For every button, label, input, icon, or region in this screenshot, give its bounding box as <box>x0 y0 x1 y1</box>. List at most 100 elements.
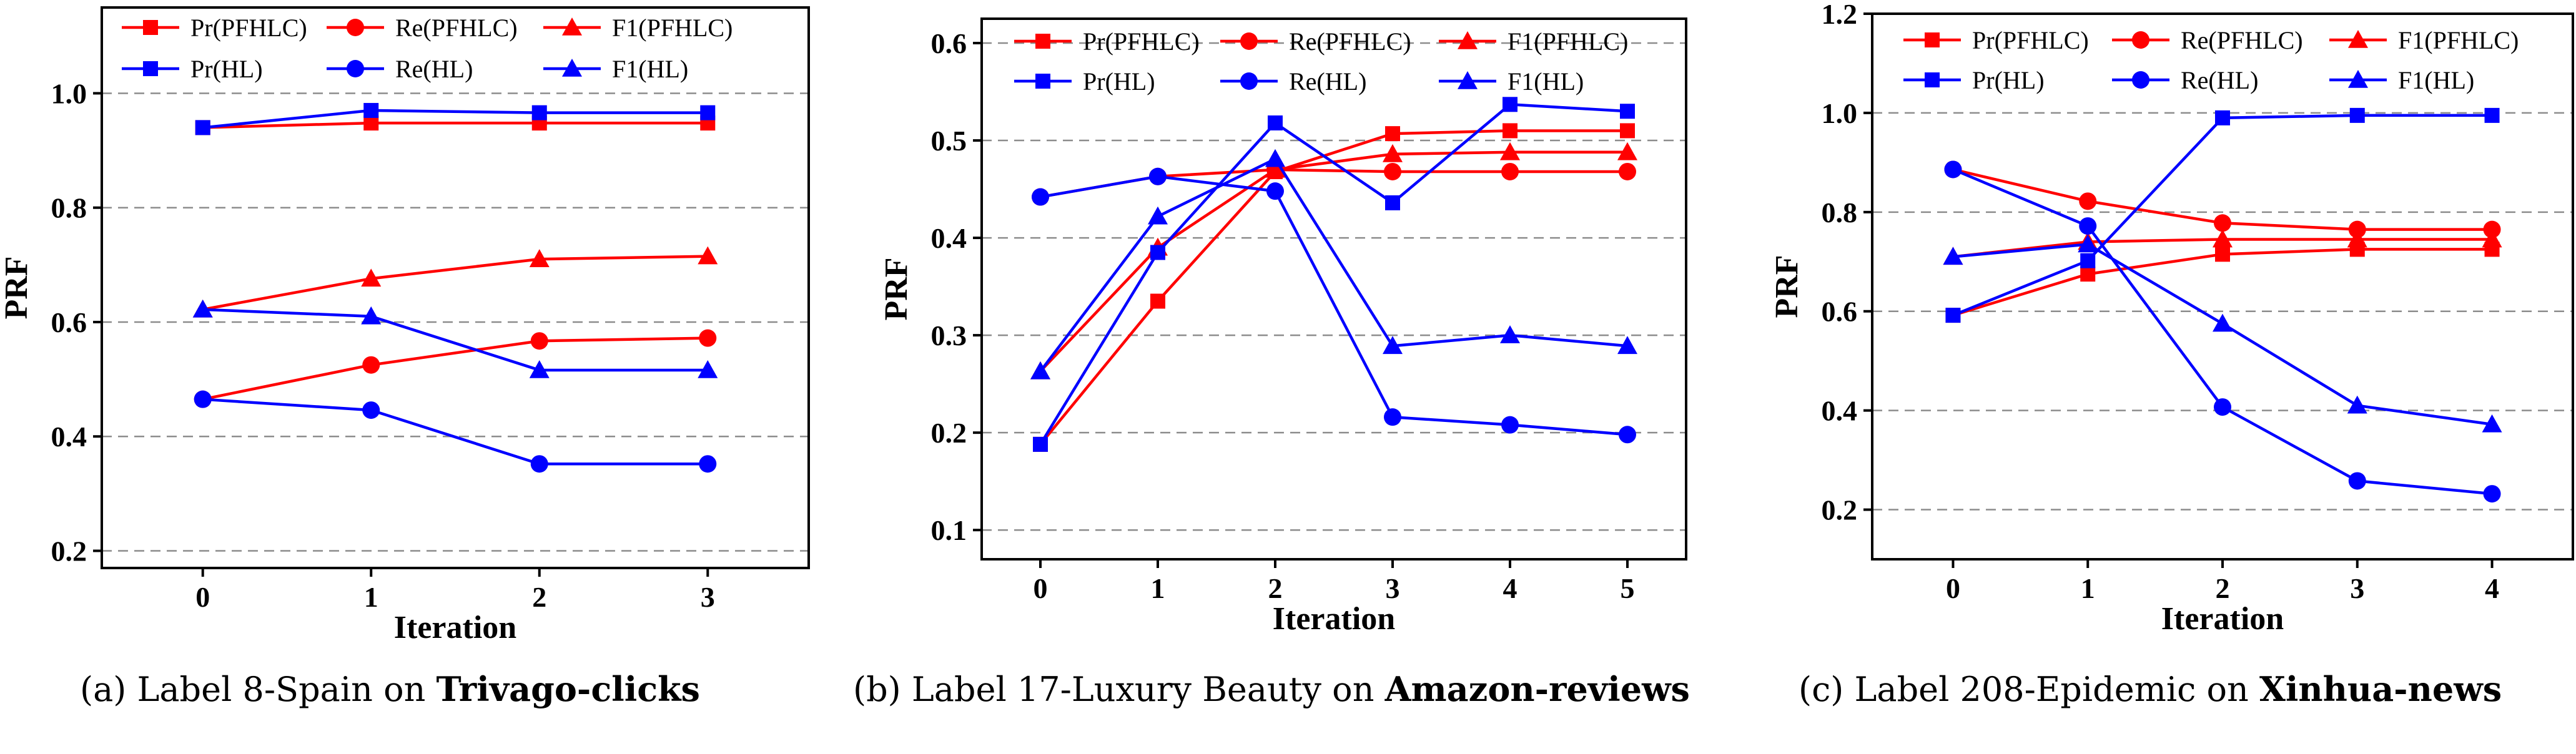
legend-marker <box>2132 31 2149 49</box>
legend-marker <box>1240 32 1258 50</box>
data-point <box>1617 142 1637 160</box>
data-point <box>363 102 379 118</box>
data-point <box>1620 123 1635 139</box>
x-tick-label: 0 <box>195 581 210 613</box>
legend-marker <box>143 61 158 76</box>
data-point <box>2080 253 2096 268</box>
y-tick-label: 0.6 <box>51 306 87 338</box>
data-point <box>1503 97 1517 112</box>
series-line <box>202 255 708 311</box>
data-point <box>1030 361 1050 379</box>
legend-label: Pr(PFHLC) <box>1972 26 2089 54</box>
legend-label: Pr(PFHLC) <box>190 14 307 42</box>
data-point <box>1148 206 1168 225</box>
data-point <box>1503 123 1517 139</box>
data-point <box>361 268 382 287</box>
data-point <box>1032 188 1049 206</box>
series-line <box>1953 243 2492 426</box>
caption-c: (c) Label 208-Epidemic on Xinhua-news <box>1799 667 2560 712</box>
series-line <box>202 308 708 372</box>
data-point <box>2078 234 2098 253</box>
data-point <box>1943 247 1963 265</box>
chart-1: 0.1 0.2 0.3 0.4 0.5 0.6 0 1 2 3 4 5 Iteration PRF Pr(P… <box>879 17 1687 637</box>
y-tick-label: 0.5 <box>931 125 967 157</box>
y-axis-label: PRF <box>0 256 34 319</box>
data-point <box>529 249 550 267</box>
data-point <box>1266 182 1284 200</box>
data-point <box>2215 247 2230 262</box>
x-axis-label: Iteration <box>394 610 516 645</box>
series-line <box>202 398 708 466</box>
legend-label: Re(PFHLC) <box>2181 26 2303 54</box>
legend-label: F1(HL) <box>1508 67 1584 95</box>
y-tick-label: 0.8 <box>1822 197 1858 228</box>
legend-marker <box>1035 34 1050 49</box>
caption-c-dataset: Xinhua-news <box>2259 669 2502 709</box>
caption-a-dataset: Trivago-clicks <box>436 669 700 709</box>
y-tick-label: 0.8 <box>51 192 87 224</box>
caption-a: (a) Label 8-Spain on Trivago-clicks <box>80 667 767 712</box>
x-tick-label: 2 <box>532 581 546 613</box>
y-tick-label: 0.6 <box>1822 296 1858 328</box>
caption-a-prefix: (a) Label 8-Spain on <box>80 670 437 709</box>
data-point <box>698 360 718 378</box>
data-point <box>1265 149 1285 167</box>
x-tick-label: 1 <box>2081 572 2095 604</box>
data-point <box>700 105 716 120</box>
data-point <box>1501 416 1519 434</box>
x-tick-label: 2 <box>2216 572 2230 604</box>
data-point <box>2484 107 2500 123</box>
legend-marker <box>2132 71 2149 89</box>
x-tick-label: 5 <box>1621 572 1635 604</box>
data-point <box>2079 192 2097 210</box>
legend-marker <box>2348 30 2368 48</box>
x-tick-label: 3 <box>1386 572 1400 604</box>
data-point <box>2214 214 2231 232</box>
data-point <box>699 455 717 473</box>
legend-label: Re(HL) <box>2181 66 2258 94</box>
x-tick-label: 0 <box>1946 572 1960 604</box>
plot-frame <box>980 17 1687 561</box>
data-point <box>2483 485 2501 503</box>
legend-marker <box>347 60 364 77</box>
data-point <box>1268 115 1283 130</box>
legend-marker <box>562 17 582 36</box>
chart-2: 0.2 0.4 0.6 0.8 1.0 1.2 0 1 2 3 4 Iteration PRF Pr(PF… <box>1769 0 2574 637</box>
legend: Pr(PFHLC) Re(PFHLC) F1(PFHLC) Pr(HL) Re(HL) F… <box>122 14 733 83</box>
data-point <box>1383 336 1403 355</box>
data-point <box>2482 229 2502 248</box>
series-line <box>1039 103 1628 446</box>
x-tick-label: 1 <box>364 581 378 613</box>
y-tick-label: 0.2 <box>931 417 967 449</box>
data-point <box>1945 308 1961 323</box>
data-point <box>2347 395 2367 414</box>
data-point <box>1617 336 1637 355</box>
y-tick-label: 1.0 <box>1822 97 1858 129</box>
y-tick-label: 0.4 <box>931 222 967 254</box>
y-tick-label: 0.4 <box>1822 395 1858 427</box>
data-point <box>1150 293 1165 309</box>
data-point <box>1500 142 1520 160</box>
x-tick-label: 2 <box>1268 572 1283 604</box>
legend-label: Re(PFHLC) <box>1289 27 1411 56</box>
data-point <box>1150 245 1165 260</box>
data-point <box>1383 144 1403 162</box>
plot-frame <box>101 6 810 569</box>
legend: Pr(PFHLC) Re(PFHLC) F1(PFHLC) Pr(HL) Re(HL) F… <box>1903 26 2519 94</box>
series-line <box>202 109 708 129</box>
data-point <box>698 246 718 265</box>
x-tick-label: 1 <box>1151 572 1165 604</box>
x-axis-label: Iteration <box>2161 601 2284 637</box>
legend-marker <box>1925 72 1940 87</box>
legend-marker <box>2348 70 2368 88</box>
data-point <box>1619 162 1636 180</box>
data-point <box>531 105 547 120</box>
y-tick-label: 0.4 <box>51 421 87 453</box>
data-point <box>2213 313 2233 332</box>
legend-label: F1(HL) <box>612 55 688 83</box>
caption-c-prefix: (c) Label 208-Epidemic on <box>1799 670 2259 709</box>
data-point <box>1501 162 1519 180</box>
data-point <box>2348 472 2366 490</box>
legend-marker <box>143 20 158 35</box>
series-line <box>202 121 708 129</box>
